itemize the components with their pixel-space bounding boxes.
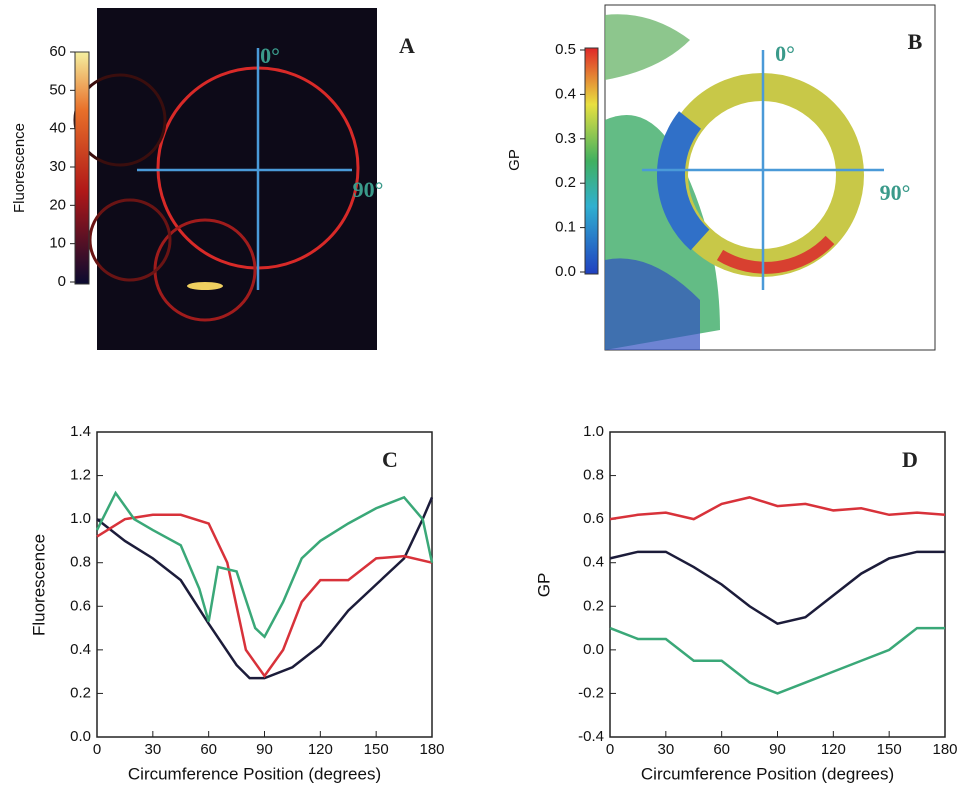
x-tick-label: 30 [144, 741, 161, 758]
plot-frame [96, 431, 433, 738]
y-axis-label: GP [534, 573, 553, 598]
y-tick-label: 0.8 [70, 554, 91, 571]
y-tick-label: 0.6 [583, 510, 604, 527]
series-line [609, 626, 945, 695]
colorbar-tick-label: 30 [49, 158, 66, 175]
annotation: C [382, 447, 398, 472]
annotation: D [902, 447, 918, 472]
y-tick-label: -0.2 [578, 684, 604, 701]
colorbar-b [584, 47, 599, 275]
annotation: 90° [880, 180, 911, 205]
x-tick-label: 0 [93, 741, 101, 758]
x-tick-label: 150 [877, 741, 902, 758]
x-tick-label: 60 [200, 741, 217, 758]
x-tick-label: 150 [364, 741, 389, 758]
annotation: B [908, 29, 923, 54]
x-tick-label: 90 [769, 741, 786, 758]
y-tick-label: 0.8 [583, 467, 604, 484]
annotation: 0° [260, 43, 280, 68]
series-line [95, 490, 434, 639]
x-axis-label: Circumference Position (degrees) [128, 764, 381, 783]
annotation: A [399, 33, 415, 58]
y-tick-label: 1.0 [70, 510, 91, 527]
x-tick-label: 30 [657, 741, 674, 758]
colorbar-tick-label: 10 [49, 235, 66, 252]
colorbar-tick-label: 0.5 [555, 41, 576, 58]
x-tick-label: 180 [419, 741, 444, 758]
colorbar-label: GP [506, 149, 523, 171]
y-tick-label: 0.0 [70, 728, 91, 745]
y-tick-label: 1.2 [70, 467, 91, 484]
series-line [96, 496, 434, 680]
y-tick-label: 0.2 [583, 597, 604, 614]
y-tick-label: -0.4 [578, 728, 604, 745]
series-line [609, 550, 945, 626]
colorbar-tick-label: 0.4 [555, 85, 576, 102]
y-tick-label: 0.0 [583, 641, 604, 658]
series-line [96, 513, 433, 679]
colorbar-tick-label: 20 [49, 196, 66, 213]
colorbar-tick-label: 60 [49, 43, 66, 60]
colorbar-label: Fluorescence [11, 123, 28, 213]
colorbar-tick-label: 0.2 [555, 174, 576, 191]
plot-frame [609, 431, 946, 738]
x-tick-label: 180 [932, 741, 957, 758]
x-tick-label: 120 [308, 741, 333, 758]
x-tick-label: 0 [606, 741, 614, 758]
colorbar-tick-label: 50 [49, 81, 66, 98]
micrograph-a [73, 8, 377, 350]
colorbar-a [74, 51, 90, 285]
colorbar-tick-label: 0.3 [555, 130, 576, 147]
x-axis-label: Circumference Position (degrees) [641, 764, 894, 783]
colorbar-tick-label: 40 [49, 120, 66, 137]
x-tick-label: 90 [256, 741, 273, 758]
annotation: 90° [353, 177, 384, 202]
y-tick-label: 0.4 [70, 641, 91, 658]
y-axis-label: Fluorescence [29, 534, 48, 636]
y-tick-label: 1.4 [70, 423, 91, 440]
x-tick-label: 120 [821, 741, 846, 758]
y-tick-label: 0.4 [583, 554, 604, 571]
annotation: 0° [775, 41, 795, 66]
y-tick-label: 0.6 [70, 597, 91, 614]
micrograph-b [604, 4, 936, 351]
series-line [609, 496, 946, 521]
colorbar-tick-label: 0.0 [555, 263, 576, 280]
x-tick-label: 60 [713, 741, 730, 758]
y-tick-label: 1.0 [583, 423, 604, 440]
colorbar-tick-label: 0 [58, 273, 66, 290]
colorbar-tick-label: 0.1 [555, 219, 576, 236]
y-tick-label: 0.2 [70, 684, 91, 701]
